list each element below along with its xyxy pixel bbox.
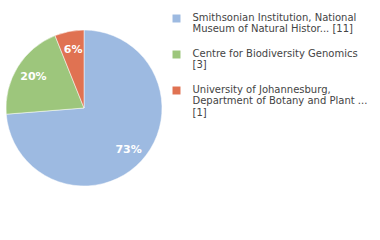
- svg-text:20%: 20%: [20, 70, 46, 83]
- svg-text:6%: 6%: [64, 43, 83, 56]
- svg-text:University of Johannesburg,Dep: University of Johannesburg,Department of…: [193, 84, 368, 118]
- svg-text:73%: 73%: [115, 143, 141, 156]
- svg-text:Centre for Biodiversity Genomi: Centre for Biodiversity Genomics[3]: [193, 48, 358, 71]
- svg-text:Smithsonian Institution, Natio: Smithsonian Institution, NationalMuseum …: [193, 12, 357, 35]
